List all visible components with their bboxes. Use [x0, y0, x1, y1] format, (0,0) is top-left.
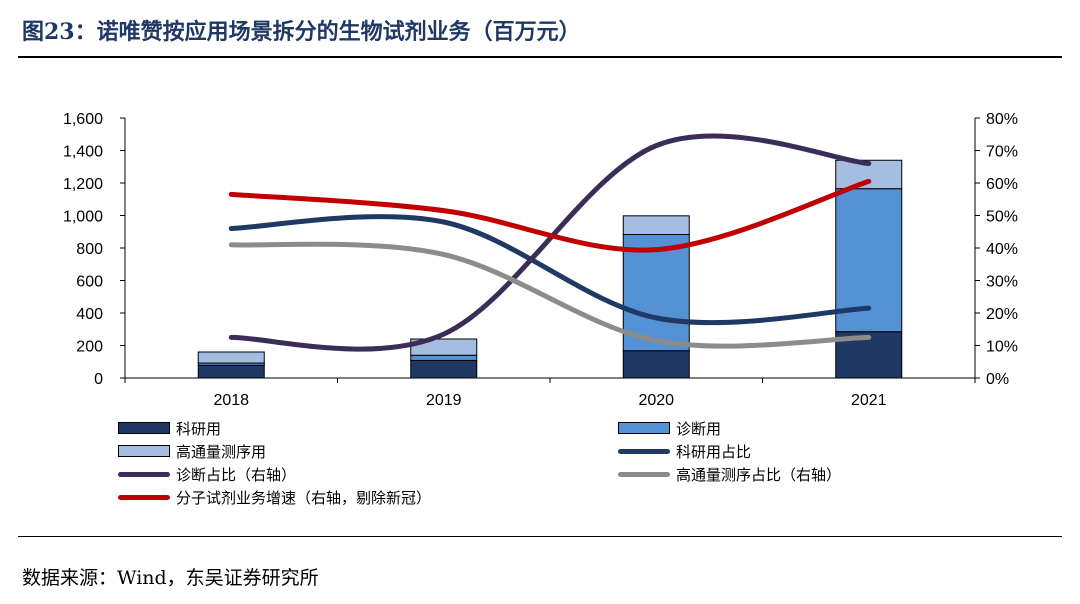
y-right-tick-label: 50% [986, 209, 1018, 226]
y-left-tick-label: 600 [76, 274, 103, 291]
legend-item-research: 科研用 [118, 418, 221, 438]
y-right-tick-label: 0% [986, 371, 1009, 388]
legend-item-ngs: 高通量测序用 [118, 441, 266, 461]
legend-label-research-share: 科研用占比 [676, 442, 752, 461]
legend-item-research-share: 科研用占比 [618, 441, 751, 461]
legend-line-research-share [618, 448, 670, 454]
y-left-tick-label: 1,000 [63, 209, 103, 226]
bar-research [410, 359, 478, 379]
line-ngs-share [228, 241, 872, 349]
y-right-tick-label: 80% [986, 111, 1018, 128]
legend-label-ngs: 高通量测序用 [176, 442, 267, 461]
x-tick-label: 2021 [851, 392, 887, 409]
legend-line-diagnostic-share [118, 471, 170, 477]
legend-line-growth [118, 494, 170, 500]
legend-label-ngs-share: 高通量测序占比（右轴） [676, 465, 842, 484]
y-right-tick-label: 10% [986, 339, 1018, 356]
legend-swatch-research [118, 422, 170, 434]
title-rule [18, 56, 1062, 58]
y-left-tick-label: 1,200 [63, 176, 103, 193]
line-growth [228, 178, 872, 253]
legend-item-diagnostic-share: 诊断占比（右轴） [118, 464, 296, 484]
source-note: 数据来源：Wind，东吴证券研究所 [22, 567, 319, 589]
legend-label-research: 科研用 [176, 419, 222, 438]
legend-swatch-ngs [118, 445, 170, 457]
y-right-tick-label: 20% [986, 306, 1018, 323]
y-left-tick-label: 400 [76, 306, 103, 323]
bar-ngs [197, 351, 265, 364]
figure-title: 图23：诺唯赞按应用场景拆分的生物试剂业务（百万元） [22, 19, 581, 45]
y-left-tick-label: 1,600 [63, 111, 103, 128]
y-left-tick-label: 200 [76, 339, 103, 356]
y-left-tick-label: 0 [94, 371, 103, 388]
bar-diagnostic [622, 234, 690, 352]
legend-swatch-diagnostic [618, 422, 670, 434]
legend-label-diagnostic: 诊断用 [676, 419, 722, 438]
y-right-tick-label: 70% [986, 144, 1018, 161]
y-right-tick-label: 30% [986, 274, 1018, 291]
line-research-share [228, 214, 872, 326]
y-right-tick-label: 60% [986, 176, 1018, 193]
x-tick-label: 2018 [213, 392, 249, 409]
source-rule [18, 536, 1062, 537]
bar-research [197, 364, 265, 379]
y-left-tick-label: 800 [76, 241, 103, 258]
line-diagnostic-share [228, 133, 872, 352]
bar-research [622, 350, 690, 379]
bar-diagnostic [410, 354, 478, 361]
y-right-tick-label: 40% [986, 241, 1018, 258]
legend-line-ngs-share [618, 471, 670, 477]
legend-item-ngs-share: 高通量测序占比（右轴） [618, 464, 841, 484]
bar-ngs [410, 338, 478, 356]
y-left-tick-label: 1,400 [63, 144, 103, 161]
bar-ngs [622, 215, 690, 236]
chart: 0 200 400 600 800 1,000 1,200 1,400 1,600 0% 10% 20… [63, 111, 1018, 409]
legend-label-growth: 分子试剂业务增速（右轴，剔除新冠） [176, 488, 432, 507]
legend-label-diagnostic-share: 诊断占比（右轴） [176, 465, 297, 484]
legend-item-diagnostic: 诊断用 [618, 418, 721, 438]
legend-item-growth: 分子试剂业务增速（右轴，剔除新冠） [118, 487, 431, 507]
x-tick-label: 2019 [426, 392, 462, 409]
x-tick-label: 2020 [638, 392, 674, 409]
